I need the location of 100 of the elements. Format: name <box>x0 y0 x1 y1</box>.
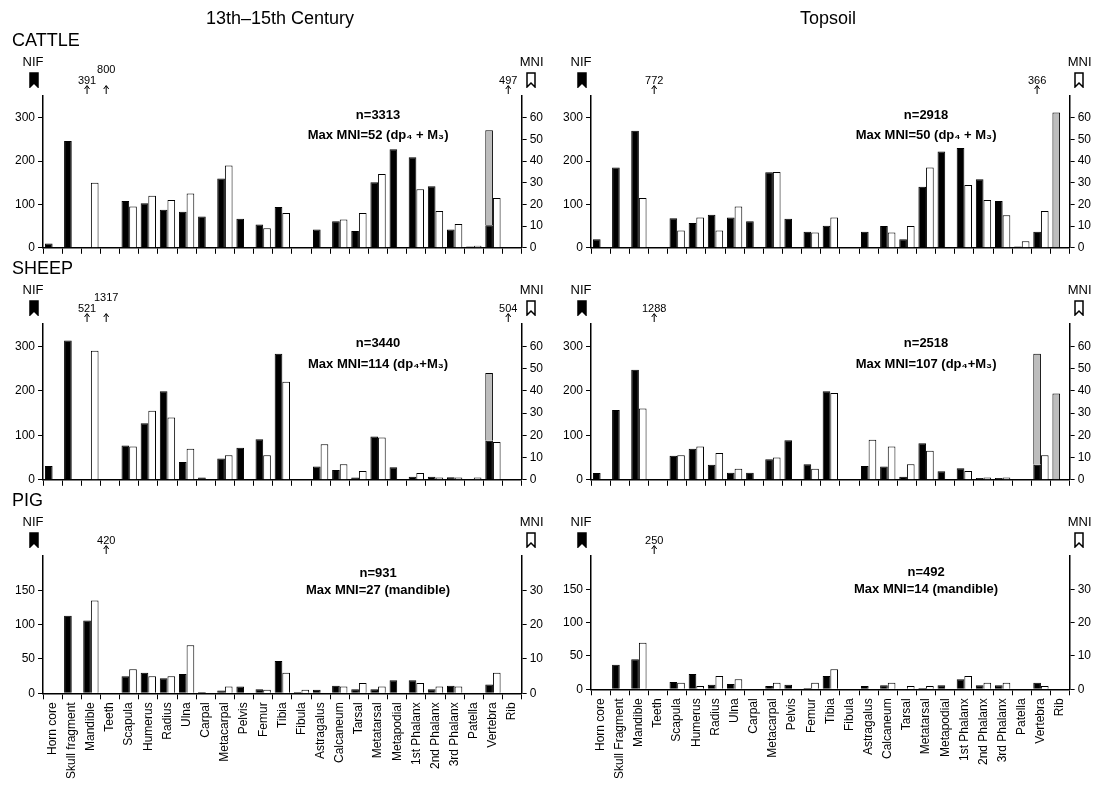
x-tick-label: Metapodial <box>389 702 404 762</box>
chart-title: 13th–15th Century <box>204 8 356 30</box>
x-tick-label: Metatarsal <box>918 698 933 755</box>
y2-tick-label: 10 <box>529 449 544 464</box>
chart-title: Topsoil <box>799 8 857 30</box>
text: 504 <box>499 302 518 314</box>
y2-axis-title: MNI <box>519 514 544 529</box>
y2-axis-title: MNI <box>1067 514 1092 529</box>
text: 250 <box>645 534 664 546</box>
y-tick-label: 50 <box>21 651 36 666</box>
x-tick-label: Humerus <box>140 702 155 751</box>
x-tick-label: Fibula <box>841 697 856 731</box>
annotation: Max MNI=52 (dp₄ + M₃) <box>307 126 449 142</box>
annotation: Max MNI=114 (dp₄+M₃) <box>308 355 449 371</box>
y2-tick-label: 40 <box>1077 153 1092 168</box>
x-tick-label: Metacarpal <box>765 698 780 758</box>
y-axis-title: NIF <box>22 282 44 297</box>
y-tick-label: 100 <box>14 196 36 211</box>
text: 521 <box>77 302 97 314</box>
y-tick-label: 300 <box>14 110 36 124</box>
y2-tick-label: 0 <box>1077 472 1085 487</box>
y2-axis-title: MNI <box>519 54 544 69</box>
y2-tick-label: 40 <box>529 153 544 168</box>
x-tick-label: Metacarpal <box>217 702 232 762</box>
y-tick-label: 200 <box>14 153 36 168</box>
y-tick-label: 300 <box>562 110 584 124</box>
y2-tick-label: 50 <box>529 131 544 146</box>
x-tick-label: Patella <box>466 701 481 739</box>
y-tick-label: 0 <box>576 472 584 487</box>
annotation: n=931 <box>359 564 397 580</box>
annotation: Max MNI=50 (dp₄ + M₃) <box>855 126 997 142</box>
x-tick-label: Vertebra <box>485 701 500 748</box>
y2-tick-label: 60 <box>1077 338 1092 353</box>
y2-tick-label: 0 <box>529 685 537 700</box>
x-tick-label: Metatarsal <box>370 702 385 759</box>
y2-tick-label: 10 <box>529 218 544 233</box>
y-axis-title: NIF <box>570 54 592 69</box>
y-tick-label: 300 <box>14 338 36 353</box>
text: 420 <box>97 534 116 546</box>
x-tick-label: 2nd Phalanx <box>975 698 990 766</box>
x-tick-label: Tarsal <box>351 702 366 735</box>
annotation: n=2918 <box>903 106 949 122</box>
y-tick-label: 200 <box>14 383 36 398</box>
x-tick-label: Metapodial <box>937 698 952 758</box>
y-axis-title: NIF <box>570 514 592 529</box>
x-tick-label: Pelvis <box>236 702 251 735</box>
y2-tick-label: 30 <box>1077 581 1092 596</box>
y-tick-label: 0 <box>576 681 584 696</box>
y2-tick-label: 30 <box>529 582 544 597</box>
x-tick-label: 1st Phalanx <box>956 698 971 762</box>
y2-tick-label: 50 <box>529 360 544 375</box>
x-tick-label: 3rd Phalanx <box>446 702 461 767</box>
x-tick-label: Tibia <box>274 701 289 728</box>
y2-tick-label: 20 <box>1077 614 1092 629</box>
y-tick-label: 300 <box>562 338 584 353</box>
y2-tick-label: 20 <box>529 427 544 442</box>
y2-axis-title: MNI <box>1067 54 1092 69</box>
y2-tick-label: 10 <box>1077 218 1092 233</box>
y2-tick-label: 40 <box>529 383 544 398</box>
y2-tick-label: 0 <box>1077 240 1085 255</box>
x-tick-label: Femur <box>255 702 270 737</box>
y-tick-label: 150 <box>562 581 584 596</box>
y-tick-label: 150 <box>14 582 36 597</box>
y-tick-label: 100 <box>14 427 36 442</box>
x-tick-label: Scapula <box>669 697 684 742</box>
x-tick-label: Mandible <box>83 701 98 751</box>
chart-subtitle: CATTLE <box>11 30 81 52</box>
y2-tick-label: 20 <box>1077 427 1092 442</box>
x-tick-label: Humerus <box>688 698 703 747</box>
x-tick-label: Teeth <box>102 702 117 732</box>
y-tick-label: 100 <box>562 427 584 442</box>
x-tick-label: Radius <box>159 702 174 740</box>
y-tick-label: 100 <box>14 616 36 631</box>
x-tick-label: Tarsal <box>899 698 914 731</box>
y2-tick-label: 60 <box>529 338 544 353</box>
x-tick-label: Carpal <box>198 702 213 738</box>
y-tick-label: 0 <box>28 685 36 700</box>
x-tick-label: Astragalus <box>312 702 327 759</box>
annotation: n=3313 <box>355 106 401 122</box>
y2-tick-label: 50 <box>1077 360 1092 375</box>
x-tick-label: 2nd Phalanx <box>427 702 442 770</box>
text: 366 <box>1027 74 1047 86</box>
x-tick-label: Pelvis <box>784 698 799 731</box>
annotation: Max MNI=14 (mandible) <box>854 581 999 597</box>
x-tick-label: 3rd Phalanx <box>994 698 1009 763</box>
y2-tick-label: 30 <box>529 175 544 190</box>
x-tick-label: Ulna <box>726 697 741 723</box>
y2-tick-label: 30 <box>1077 175 1092 190</box>
y2-tick-label: 20 <box>529 196 544 211</box>
y2-tick-label: 10 <box>1077 449 1092 464</box>
x-tick-label: Femur <box>803 698 818 733</box>
x-tick-label: Horn core <box>44 701 59 755</box>
x-tick-label: Radius <box>707 698 722 736</box>
y-axis-title: NIF <box>22 514 44 529</box>
x-tick-label: Patella <box>1014 697 1029 736</box>
text: 800 <box>97 63 116 75</box>
x-tick-label: 1st Phalanx <box>408 702 423 766</box>
annotation: Max MNI=107 (dp₄+M₃) <box>855 355 997 371</box>
chart-subtitle: PIG <box>11 490 44 512</box>
y2-tick-label: 30 <box>529 405 544 420</box>
